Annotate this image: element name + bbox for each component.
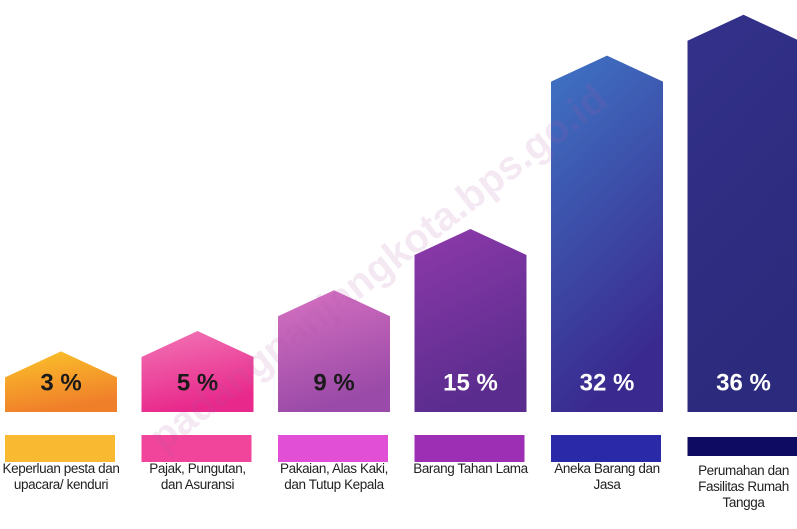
value-label: 5 % xyxy=(177,369,218,396)
category-label: Barang Tahan Lama xyxy=(413,461,528,476)
legend-swatch xyxy=(5,435,115,462)
legend-swatch xyxy=(687,437,797,456)
category-label: Pakaian, Alas Kaki, dan Tutup Kepala xyxy=(280,461,388,492)
category-label: Keperluan pesta dan upacara/ kenduri xyxy=(2,461,120,492)
value-label: 36 % xyxy=(716,369,771,396)
category-label: Perumahan dan Fasilitas Rumah Tangga xyxy=(698,463,789,510)
bar xyxy=(414,229,527,412)
bar xyxy=(5,351,117,412)
legend-swatch xyxy=(414,435,525,462)
bar xyxy=(551,55,663,412)
bar xyxy=(687,14,797,412)
value-label: 9 % xyxy=(313,369,354,396)
bar xyxy=(141,331,254,412)
value-label: 32 % xyxy=(580,369,635,396)
bar xyxy=(278,290,390,412)
value-label: 3 % xyxy=(40,369,81,396)
legend-swatch xyxy=(551,435,661,462)
legend-swatch xyxy=(141,435,252,462)
legend-swatch xyxy=(278,435,388,462)
category-label: Aneka Barang dan Jasa xyxy=(554,461,660,492)
category-label: Pajak, Pungutan, dan Asuransi xyxy=(149,461,246,492)
value-label: 15 % xyxy=(443,369,498,396)
